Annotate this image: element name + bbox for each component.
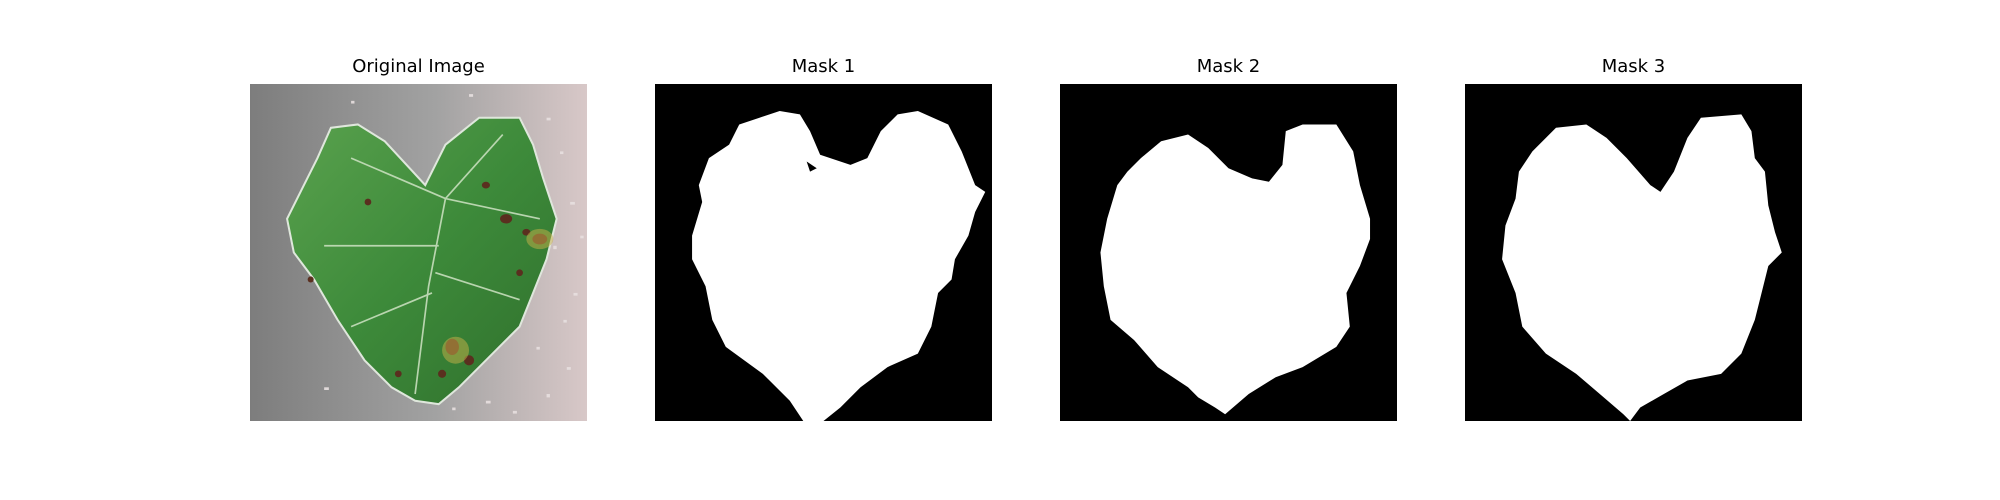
panel-title: Mask 1 xyxy=(791,56,856,77)
mask-1-image xyxy=(655,84,992,421)
original-leaf-photo xyxy=(250,84,587,421)
panel-title: Mask 3 xyxy=(1601,56,1666,77)
mask-1-shape xyxy=(692,110,986,421)
mask-3-shape xyxy=(1502,114,1782,421)
panel-title: Original Image xyxy=(352,56,485,77)
lesion-halos xyxy=(442,228,554,364)
leaf-shape xyxy=(286,116,558,406)
panel-title: Mask 2 xyxy=(1196,56,1261,77)
photo-speckles xyxy=(324,94,584,414)
leaf-veins xyxy=(324,133,540,395)
mask-2-shape xyxy=(1100,124,1371,415)
mask-2-image xyxy=(1060,84,1397,421)
mask-3-image xyxy=(1465,84,1802,421)
